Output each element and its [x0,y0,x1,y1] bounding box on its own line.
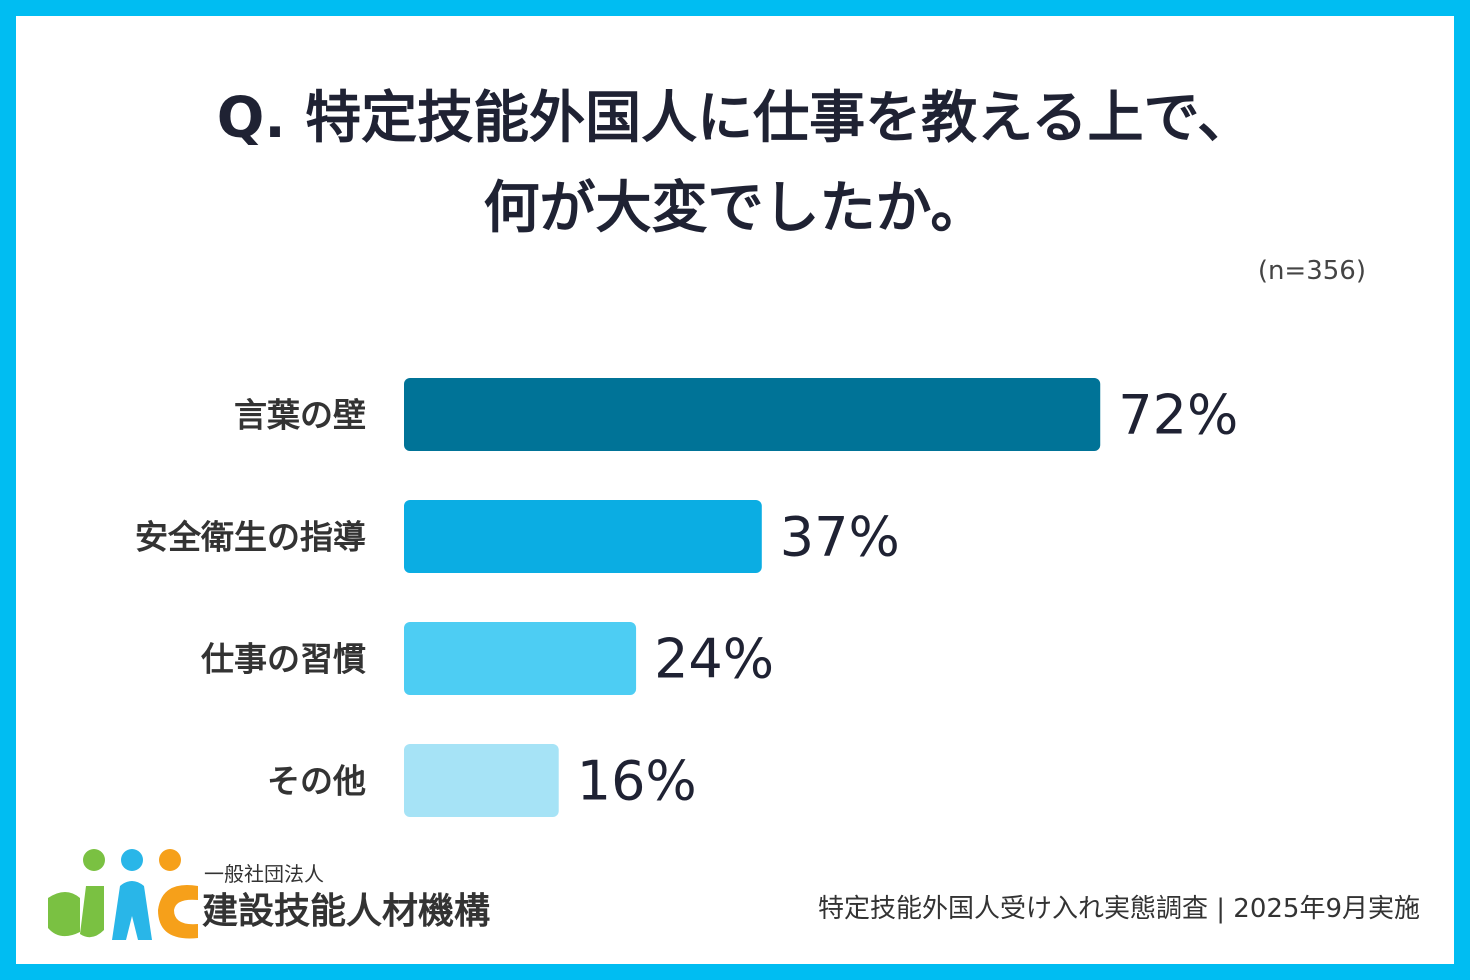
chart-card: Q. 特定技能外国人に仕事を教える上で、 何が大変でしたか。 (n=356) 言… [16,16,1454,964]
logo-dot-green [83,849,105,871]
bar-0 [404,378,1101,451]
logo-shape-blue [112,881,152,940]
title-line-1: Q. 特定技能外国人に仕事を教える上で、 [216,86,1254,151]
category-label-3: その他 [267,762,366,801]
bar-chart: 言葉の壁 72% 安全衛生の指導 37% 仕事の習慣 24% その他 16% [135,378,1238,817]
org-type-label: 一般社団法人 [204,862,324,886]
value-label-0: 72% [1118,384,1238,447]
category-label-1: 安全衛生の指導 [135,518,366,557]
chart-title: Q. 特定技能外国人に仕事を教える上で、 何が大変でしたか。 [16,74,1454,254]
survey-source: 特定技能外国人受け入れ実態調査 | 2025年9月実施 [818,894,1420,924]
value-label-1: 37% [780,506,900,569]
bar-1 [404,500,762,573]
category-label-0: 言葉の壁 [234,396,366,435]
jac-logo [48,849,198,940]
value-label-2: 24% [654,628,774,691]
value-label-3: 16% [577,750,697,813]
bar-2 [404,622,637,695]
sample-size-label: (n=356) [1257,256,1366,286]
bar-3 [404,744,559,817]
title-line-2: 何が大変でしたか。 [483,176,987,241]
category-label-2: 仕事の習慣 [201,640,366,679]
logo-shape-orange [158,885,198,939]
logo-shape-green [48,886,104,938]
org-name: 建設技能人材機構 [202,891,491,932]
logo-dot-blue [121,849,143,871]
logo-dot-orange [159,849,181,871]
